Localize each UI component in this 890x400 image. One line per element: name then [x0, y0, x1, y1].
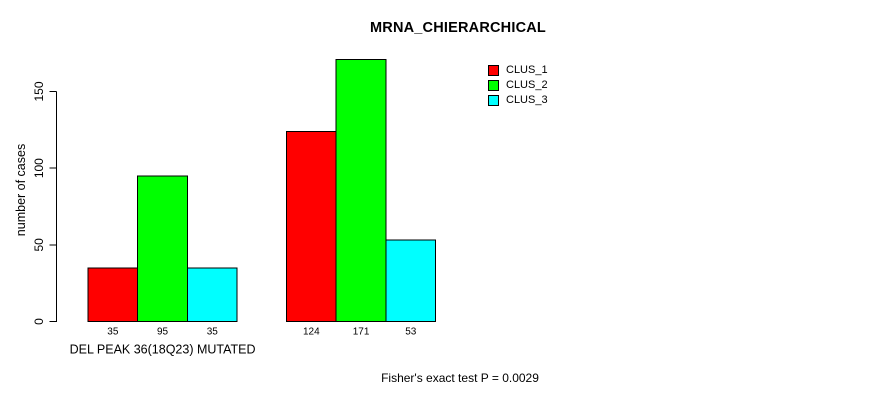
bar-value-label: 35 [207, 327, 219, 338]
y-axis-tick-label: 50 [32, 238, 46, 252]
legend-label-clus-3: CLUS_3 [506, 94, 548, 106]
legend-swatch-clus-1-icon [488, 65, 499, 76]
legend-item-clus-1: CLUS_1 [488, 63, 548, 78]
bar-clus_2-group-2 [335, 58, 387, 323]
legend-swatch-clus-3-icon [488, 95, 499, 106]
bar-clus_1-group-1 [87, 267, 139, 323]
legend-swatch-clus-2-icon [488, 80, 499, 91]
y-axis-label: number of cases [14, 144, 28, 236]
category-label: DEL PEAK 36(18Q23) MUTATED [70, 343, 256, 357]
bar-value-label: 35 [107, 327, 119, 338]
bar-value-label: 95 [157, 327, 169, 338]
y-axis-tick-label: 0 [32, 318, 46, 325]
legend-label-clus-1: CLUS_1 [506, 64, 548, 76]
bar-clus_2-group-1 [137, 175, 188, 322]
legend-item-clus-3: CLUS_3 [488, 93, 548, 108]
bar-value-label: 53 [405, 327, 417, 338]
chart-title: MRNA_CHIERARCHICAL [370, 20, 546, 36]
y-axis-tick-label: 100 [32, 158, 46, 178]
legend: CLUS_1 CLUS_2 CLUS_3 [488, 63, 548, 108]
bar-clus_1-group-2 [286, 130, 337, 322]
y-axis-tick-label: 150 [32, 81, 46, 101]
bar-value-label: 124 [303, 327, 320, 338]
bar-clus_3-group-2 [385, 239, 437, 323]
legend-label-clus-2: CLUS_2 [506, 79, 548, 91]
bar-value-label: 171 [353, 327, 370, 338]
legend-item-clus-2: CLUS_2 [488, 78, 548, 93]
bar-clus_3-group-1 [186, 267, 238, 323]
annotation-fishers-test: Fisher's exact test P = 0.0029 [381, 371, 539, 385]
